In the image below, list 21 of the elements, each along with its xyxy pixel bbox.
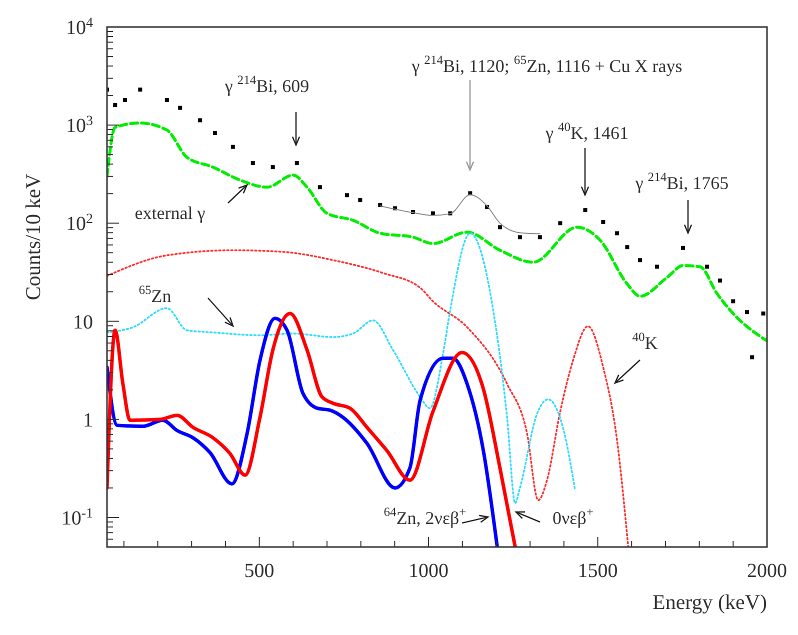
annotation: $^{64}$Zn, 2νεβ$^{+}$ — [384, 504, 466, 528]
x-axis-title: Energy (keV) — [652, 590, 767, 614]
y-tick-label: 1 — [83, 409, 93, 432]
annotation: $^{40}$K — [632, 330, 658, 354]
y-tick-label: 10$^{4}$ — [66, 16, 93, 39]
y-tick-label: 10$^{-1}$ — [61, 506, 93, 530]
annotation: γ $^{214}$Bi, 1120; $^{65}$Zn, 1116 + Cu X rays — [410, 52, 682, 76]
x-tick-label: 2000 — [747, 560, 787, 582]
x-tick-label: 500 — [244, 560, 274, 582]
y-tick-label: 10$^{3}$ — [66, 114, 93, 138]
annotation: γ $^{40}$K, 1461 — [544, 120, 629, 144]
annotation: external γ — [134, 203, 206, 224]
annotation: $^{65}$Zn — [138, 282, 172, 306]
annotation: γ $^{214}$Bi, 609 — [224, 72, 310, 96]
y-tick-label: 10 — [73, 311, 93, 334]
x-tick-label: 1000 — [408, 560, 449, 582]
annotation: 0νεβ$^{+}$ — [552, 504, 594, 528]
x-tick-label: 1500 — [578, 560, 618, 582]
y-tick-label: 10$^{2}$ — [66, 212, 93, 236]
annotation: γ $^{214}$Bi, 1765 — [634, 170, 729, 194]
y-axis-title: Counts/10 keV — [21, 174, 45, 300]
